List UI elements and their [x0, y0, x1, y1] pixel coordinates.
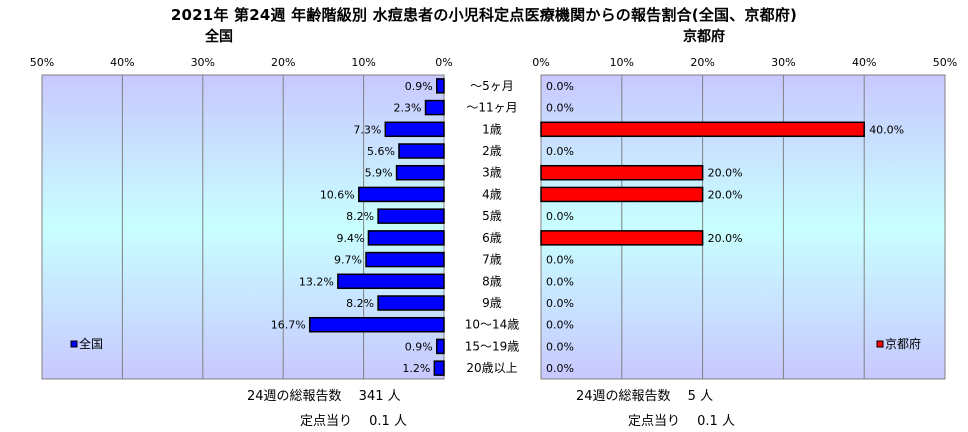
kyoto-value-label: 0.0% — [546, 297, 574, 310]
national-value-label: 5.6% — [367, 145, 395, 158]
national-bar — [365, 251, 445, 268]
category-label: ～11ヶ月 — [466, 101, 517, 115]
kyoto-value-label: 0.0% — [546, 102, 574, 115]
national-value-label: 0.9% — [405, 340, 433, 353]
national-value-label: 16.7% — [271, 319, 306, 332]
category-label: 1歳 — [482, 122, 502, 136]
national-plot-area — [42, 75, 444, 379]
chart-title: 2021年 第24週 年齢階級別 水痘患者の小児科定点医療機関からの報告割合(全… — [170, 6, 798, 24]
category-label: 20歳以上 — [466, 361, 517, 375]
kyoto-value-label: 0.0% — [546, 145, 574, 158]
national-value-label: 8.2% — [346, 210, 374, 223]
kyoto-legend-swatch — [876, 340, 884, 348]
kyoto-value-label: 0.0% — [546, 254, 574, 267]
national-plot-border — [41, 74, 445, 380]
kyoto-value-label: 0.0% — [546, 210, 574, 223]
category-label: 4歳 — [482, 187, 502, 201]
category-label: 5歳 — [482, 209, 502, 223]
kyoto-legend-label: 京都府 — [885, 336, 921, 351]
national-tick-label: 20% — [271, 56, 295, 69]
national-tick-label: 0% — [435, 56, 452, 69]
national-bar — [436, 78, 445, 94]
kyoto-value-label: 20.0% — [708, 188, 743, 201]
kyoto-value-label: 20.0% — [708, 167, 743, 180]
national-bar — [377, 295, 445, 311]
kyoto-bar — [540, 186, 704, 203]
national-bar — [377, 208, 445, 224]
kyoto-tick-label: 20% — [690, 56, 714, 69]
national-tick-label: 40% — [110, 56, 134, 69]
kyoto-tick-label: 10% — [610, 56, 634, 69]
kyoto-value-label: 20.0% — [708, 232, 743, 245]
kyoto-panel-title: 京都府 — [683, 29, 725, 45]
national-legend-label: 全国 — [79, 336, 103, 351]
national-tick-label: 30% — [191, 56, 215, 69]
national-legend-swatch — [70, 340, 78, 348]
national-bar — [337, 273, 445, 290]
national-value-label: 2.3% — [394, 102, 422, 115]
kyoto-plot-area — [541, 75, 945, 379]
kyoto-tick-label: 50% — [933, 56, 957, 69]
national-value-label: 9.7% — [334, 254, 362, 267]
kyoto-bar — [540, 164, 704, 181]
national-value-label: 5.9% — [365, 167, 393, 180]
national-value-label: 9.4% — [336, 232, 364, 245]
kyoto-value-label: 0.0% — [546, 80, 574, 93]
kyoto-plot-border — [540, 74, 946, 380]
national-value-label: 13.2% — [299, 275, 334, 288]
category-label: 10～14歳 — [465, 318, 520, 332]
national-total-reports: 24週の総報告数 341 人 — [247, 389, 401, 404]
kyoto-per-sentinel: 定点当り 0.1 人 — [628, 414, 735, 429]
kyoto-value-label: 40.0% — [869, 123, 904, 136]
kyoto-bar — [540, 230, 704, 246]
kyoto-tick-label: 40% — [852, 56, 876, 69]
kyoto-bar — [540, 121, 865, 138]
national-bar — [358, 186, 445, 203]
category-label: 3歳 — [482, 166, 502, 180]
kyoto-value-label: 0.0% — [546, 362, 574, 375]
kyoto-value-label: 0.0% — [546, 275, 574, 288]
national-bar — [433, 360, 445, 376]
national-value-label: 1.2% — [402, 362, 430, 375]
national-value-label: 7.3% — [353, 123, 381, 136]
national-bar — [367, 230, 445, 246]
kyoto-value-label: 0.0% — [546, 319, 574, 332]
national-bar — [398, 143, 445, 159]
national-panel-title: 全国 — [205, 29, 233, 45]
kyoto-tick-label: 30% — [771, 56, 795, 69]
national-bar — [395, 164, 445, 181]
national-bar — [384, 121, 445, 138]
national-bar — [308, 316, 445, 333]
category-label: 2歳 — [482, 144, 502, 158]
kyoto-value-label: 0.0% — [546, 340, 574, 353]
category-label: 6歳 — [482, 231, 502, 245]
category-label: 9歳 — [482, 296, 502, 310]
national-tick-label: 10% — [351, 56, 375, 69]
national-tick-label: 50% — [30, 56, 54, 69]
kyoto-total-reports: 24週の総報告数 5 人 — [576, 389, 714, 404]
national-value-label: 8.2% — [346, 297, 374, 310]
national-per-sentinel: 定点当り 0.1 人 — [300, 414, 407, 429]
national-bar — [436, 338, 445, 355]
category-label: 8歳 — [482, 274, 502, 288]
national-value-label: 10.6% — [320, 188, 355, 201]
category-label: ～5ヶ月 — [470, 79, 514, 93]
category-label: 7歳 — [482, 253, 502, 267]
category-label: 15～19歳 — [465, 339, 520, 353]
national-bar — [424, 99, 445, 116]
kyoto-tick-label: 0% — [532, 56, 549, 69]
national-value-label: 0.9% — [405, 80, 433, 93]
